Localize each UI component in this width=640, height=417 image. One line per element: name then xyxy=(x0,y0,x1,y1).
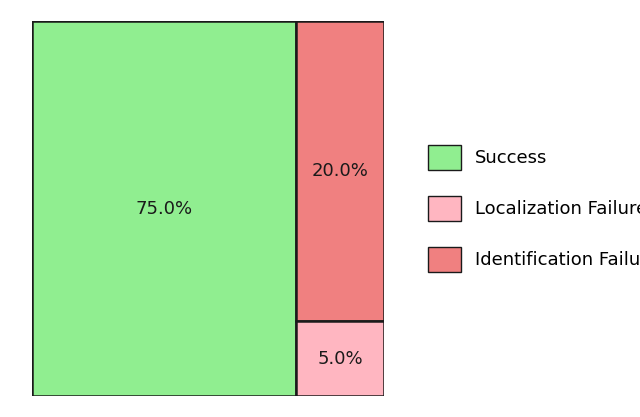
Bar xyxy=(296,321,384,396)
Text: 5.0%: 5.0% xyxy=(317,349,363,368)
Legend: Success, Localization Failure, Identification Failure: Success, Localization Failure, Identific… xyxy=(421,138,640,279)
Text: 75.0%: 75.0% xyxy=(136,199,193,218)
Bar xyxy=(296,21,384,321)
Bar xyxy=(32,21,296,396)
Text: 20.0%: 20.0% xyxy=(312,162,369,180)
